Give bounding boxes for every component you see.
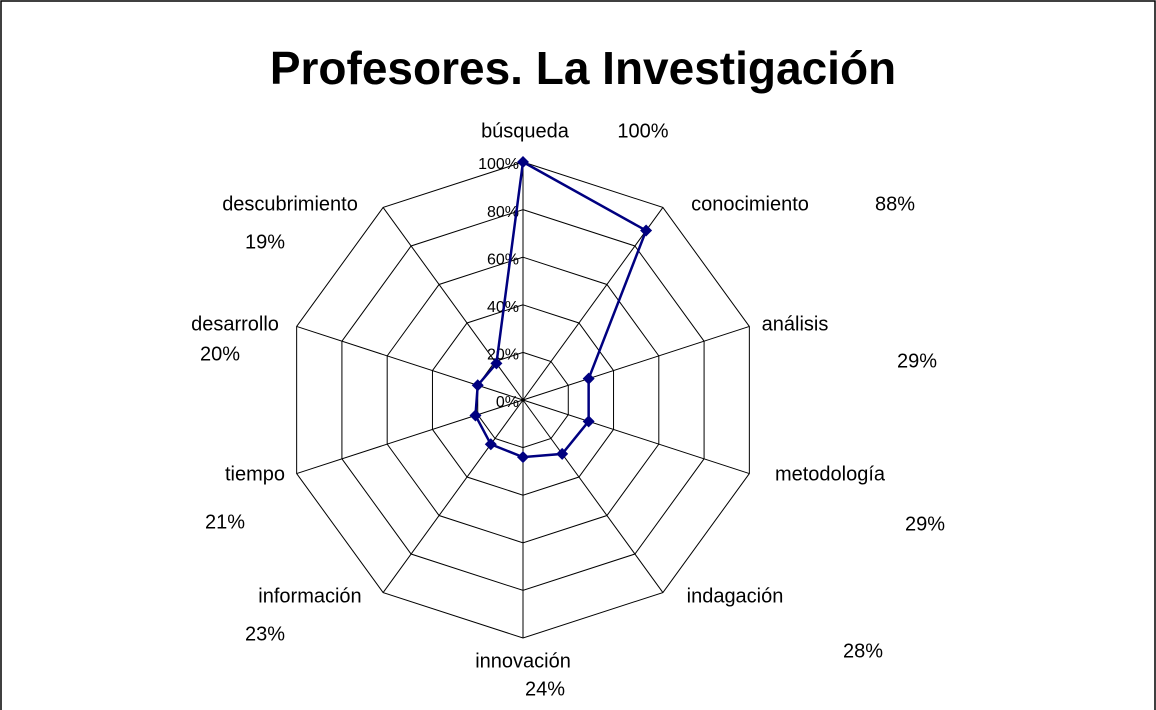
r-tick-label: 60% bbox=[487, 251, 519, 268]
value-label: 29% bbox=[905, 513, 945, 535]
point-marker bbox=[469, 409, 482, 422]
point-marker bbox=[471, 379, 484, 392]
spoke bbox=[522, 325, 750, 401]
value-label: 23% bbox=[245, 623, 285, 645]
r-tick-label: 20% bbox=[487, 347, 519, 364]
point-marker bbox=[582, 372, 595, 385]
spoke bbox=[522, 399, 750, 475]
value-label: 100% bbox=[617, 120, 668, 142]
point-marker bbox=[517, 451, 529, 464]
value-label: 19% bbox=[245, 231, 285, 253]
spoke bbox=[382, 207, 524, 401]
value-label: 20% bbox=[200, 343, 240, 365]
category-label: análisis bbox=[762, 313, 829, 335]
category-label: tiempo bbox=[225, 463, 285, 485]
point-marker bbox=[490, 357, 503, 370]
point-marker bbox=[582, 415, 595, 428]
r-tick-label: 0% bbox=[496, 394, 519, 411]
r-tick-label: 100% bbox=[478, 156, 519, 173]
spoke bbox=[522, 207, 664, 401]
chart-title: Profesores. La Investigación bbox=[270, 42, 896, 94]
point-marker bbox=[640, 224, 653, 237]
category-label: información bbox=[258, 585, 361, 607]
r-tick-label: 80% bbox=[487, 204, 519, 221]
value-label: 28% bbox=[843, 640, 883, 662]
spoke bbox=[296, 325, 524, 401]
spoke bbox=[382, 399, 524, 593]
category-label: indagación bbox=[687, 585, 784, 607]
value-label: 29% bbox=[897, 350, 937, 372]
category-label: descubrimiento bbox=[222, 193, 358, 215]
point-marker bbox=[484, 438, 497, 451]
category-label: metodología bbox=[775, 463, 886, 485]
value-label: 88% bbox=[875, 193, 915, 215]
category-label: innovación bbox=[475, 650, 571, 672]
point-marker bbox=[556, 447, 569, 460]
category-label: conocimiento bbox=[691, 193, 809, 215]
spoke bbox=[522, 399, 664, 593]
point-marker bbox=[517, 156, 529, 168]
spoke bbox=[296, 399, 524, 475]
category-label: desarrollo bbox=[191, 313, 279, 335]
value-label: 21% bbox=[205, 511, 245, 533]
category-label: búsqueda bbox=[481, 120, 570, 142]
value-label: 24% bbox=[525, 678, 565, 700]
